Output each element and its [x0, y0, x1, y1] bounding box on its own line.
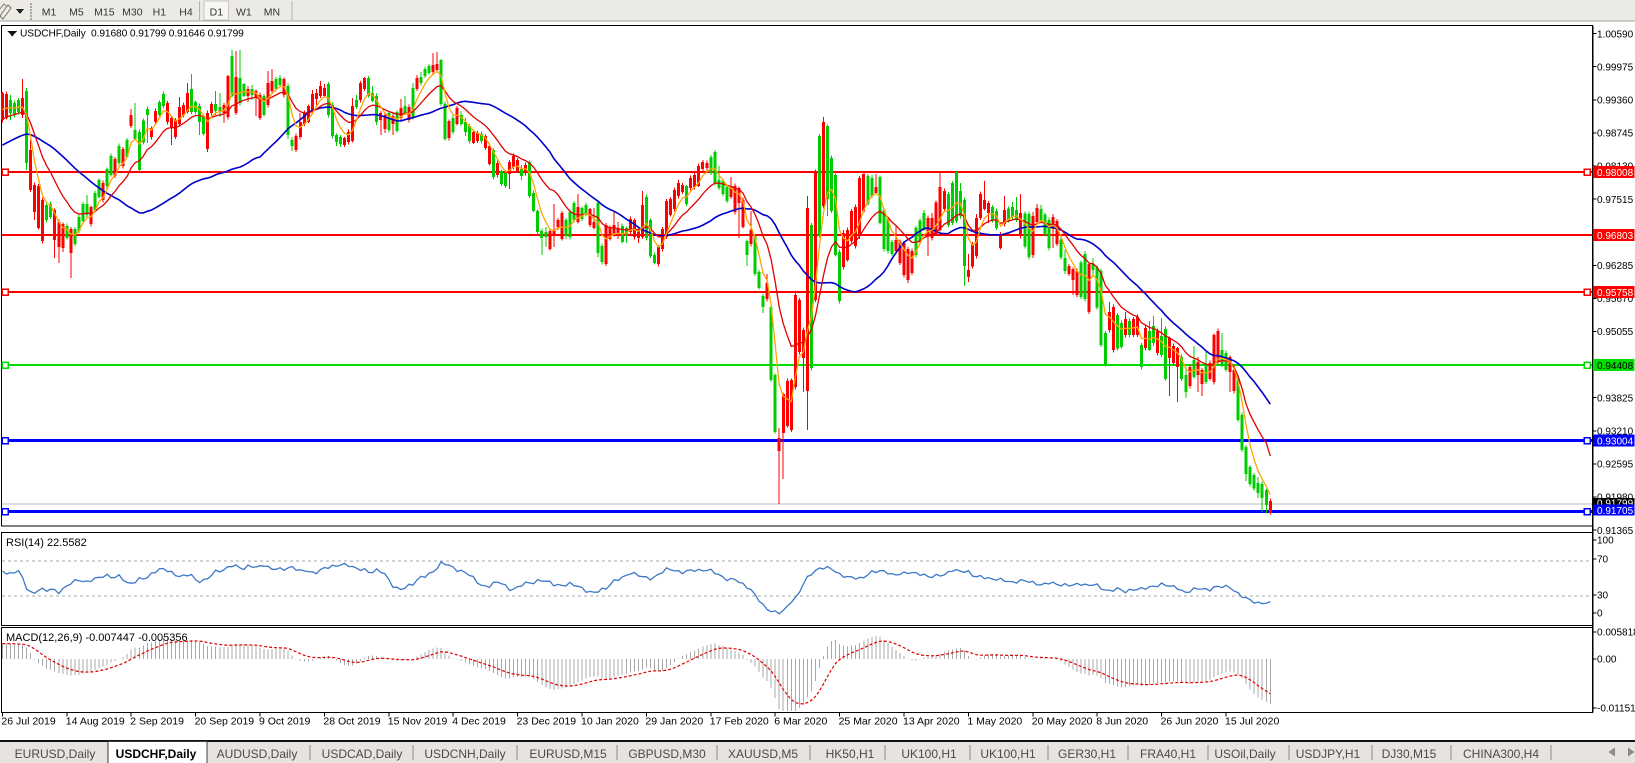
svg-text:2 Sep 2019: 2 Sep 2019 [130, 716, 184, 728]
svg-text:100: 100 [1597, 536, 1614, 547]
svg-text:14 Aug 2019: 14 Aug 2019 [66, 716, 125, 728]
svg-text:15 Jul 2020: 15 Jul 2020 [1225, 716, 1279, 728]
svg-text:0.96285: 0.96285 [1597, 261, 1634, 272]
svg-text:13 Apr 2020: 13 Apr 2020 [903, 716, 960, 728]
svg-text:0.93825: 0.93825 [1597, 393, 1634, 404]
svg-text:0.93004: 0.93004 [1597, 437, 1634, 448]
svg-text:UK100,H1: UK100,H1 [980, 747, 1036, 761]
svg-text:28 Oct 2019: 28 Oct 2019 [323, 716, 380, 728]
svg-text:UK100,H1: UK100,H1 [901, 747, 957, 761]
svg-text:EURUSD,M15: EURUSD,M15 [529, 747, 607, 761]
svg-text:25 Mar 2020: 25 Mar 2020 [839, 716, 898, 728]
svg-text:USDJPY,H1: USDJPY,H1 [1296, 747, 1361, 761]
svg-text:6 Mar 2020: 6 Mar 2020 [774, 716, 827, 728]
svg-text:RSI(14) 22.5582: RSI(14) 22.5582 [6, 537, 87, 549]
svg-text:26 Jun 2020: 26 Jun 2020 [1161, 716, 1219, 728]
svg-text:HK50,H1: HK50,H1 [826, 747, 875, 761]
svg-text:H1: H1 [153, 7, 167, 19]
svg-text:0.95055: 0.95055 [1597, 327, 1634, 338]
svg-text:0.005818: 0.005818 [1597, 628, 1635, 639]
svg-text:XAUUSD,M5: XAUUSD,M5 [728, 747, 798, 761]
svg-text:0.92595: 0.92595 [1597, 460, 1634, 471]
svg-text:8 Jun 2020: 8 Jun 2020 [1096, 716, 1148, 728]
svg-text:0.95758: 0.95758 [1597, 288, 1634, 299]
svg-text:W1: W1 [236, 7, 252, 19]
svg-text:CHINA300,H4: CHINA300,H4 [1463, 747, 1539, 761]
svg-text:0.94408: 0.94408 [1597, 361, 1634, 372]
svg-text:29 Jan 2020: 29 Jan 2020 [645, 716, 703, 728]
svg-text:0.99975: 0.99975 [1597, 62, 1634, 73]
svg-text:FRA40,H1: FRA40,H1 [1140, 747, 1196, 761]
svg-text:23 Dec 2019: 23 Dec 2019 [517, 716, 577, 728]
svg-text:0.95670: 0.95670 [1597, 294, 1634, 305]
svg-text:0.96803: 0.96803 [1597, 231, 1634, 242]
svg-text:0.93210: 0.93210 [1597, 427, 1634, 438]
svg-text:1 May 2020: 1 May 2020 [967, 716, 1022, 728]
svg-text:70: 70 [1597, 555, 1609, 566]
svg-text:9 Oct 2019: 9 Oct 2019 [259, 716, 311, 728]
svg-text:MACD(12,26,9) -0.007447 -0.005: MACD(12,26,9) -0.007447 -0.005356 [6, 632, 188, 644]
svg-text:M5: M5 [69, 7, 84, 19]
svg-text:4 Dec 2019: 4 Dec 2019 [452, 716, 506, 728]
svg-text:GBPUSD,M30: GBPUSD,M30 [628, 747, 706, 761]
svg-text:0: 0 [1597, 609, 1603, 620]
svg-text:30: 30 [1597, 591, 1609, 602]
svg-text:0.00: 0.00 [1597, 655, 1617, 666]
svg-text:20 Sep 2019: 20 Sep 2019 [195, 716, 255, 728]
svg-text:0.99360: 0.99360 [1597, 96, 1634, 107]
svg-text:MN: MN [264, 7, 280, 19]
svg-text:-0.011514: -0.011514 [1597, 704, 1635, 715]
svg-text:M30: M30 [122, 7, 143, 19]
svg-text:0.98745: 0.98745 [1597, 129, 1634, 140]
svg-text:D1: D1 [210, 7, 224, 19]
svg-text:M1: M1 [42, 7, 57, 19]
svg-text:AUDUSD,Daily: AUDUSD,Daily [217, 747, 298, 761]
svg-text:USDCHF,Daily 0.91680 0.91799: USDCHF,Daily 0.91680 0.91799 0.91646 0.9… [20, 29, 244, 40]
svg-text:10 Jan 2020: 10 Jan 2020 [581, 716, 639, 728]
svg-text:USDCHF,Daily: USDCHF,Daily [116, 747, 197, 761]
svg-text:0.97515: 0.97515 [1597, 195, 1634, 206]
svg-text:17 Feb 2020: 17 Feb 2020 [710, 716, 769, 728]
svg-text:USDCNH,Daily: USDCNH,Daily [424, 747, 505, 761]
svg-text:0.91365: 0.91365 [1597, 526, 1634, 537]
svg-text:GER30,H1: GER30,H1 [1058, 747, 1116, 761]
svg-text:USOil,Daily: USOil,Daily [1214, 747, 1275, 761]
svg-text:DJ30,M15: DJ30,M15 [1382, 747, 1437, 761]
svg-text:26 Jul 2019: 26 Jul 2019 [1, 716, 55, 728]
svg-text:USDCAD,Daily: USDCAD,Daily [322, 747, 403, 761]
svg-text:0.91705: 0.91705 [1597, 506, 1634, 517]
svg-text:20 May 2020: 20 May 2020 [1032, 716, 1093, 728]
svg-text:0.91799: 0.91799 [1597, 498, 1634, 509]
svg-text:EURUSD,Daily: EURUSD,Daily [15, 747, 96, 761]
svg-text:0.98008: 0.98008 [1597, 168, 1634, 179]
svg-text:M15: M15 [94, 7, 115, 19]
svg-text:H4: H4 [179, 7, 193, 19]
svg-text:1.00590: 1.00590 [1597, 29, 1634, 40]
svg-text:15 Nov 2019: 15 Nov 2019 [388, 716, 448, 728]
